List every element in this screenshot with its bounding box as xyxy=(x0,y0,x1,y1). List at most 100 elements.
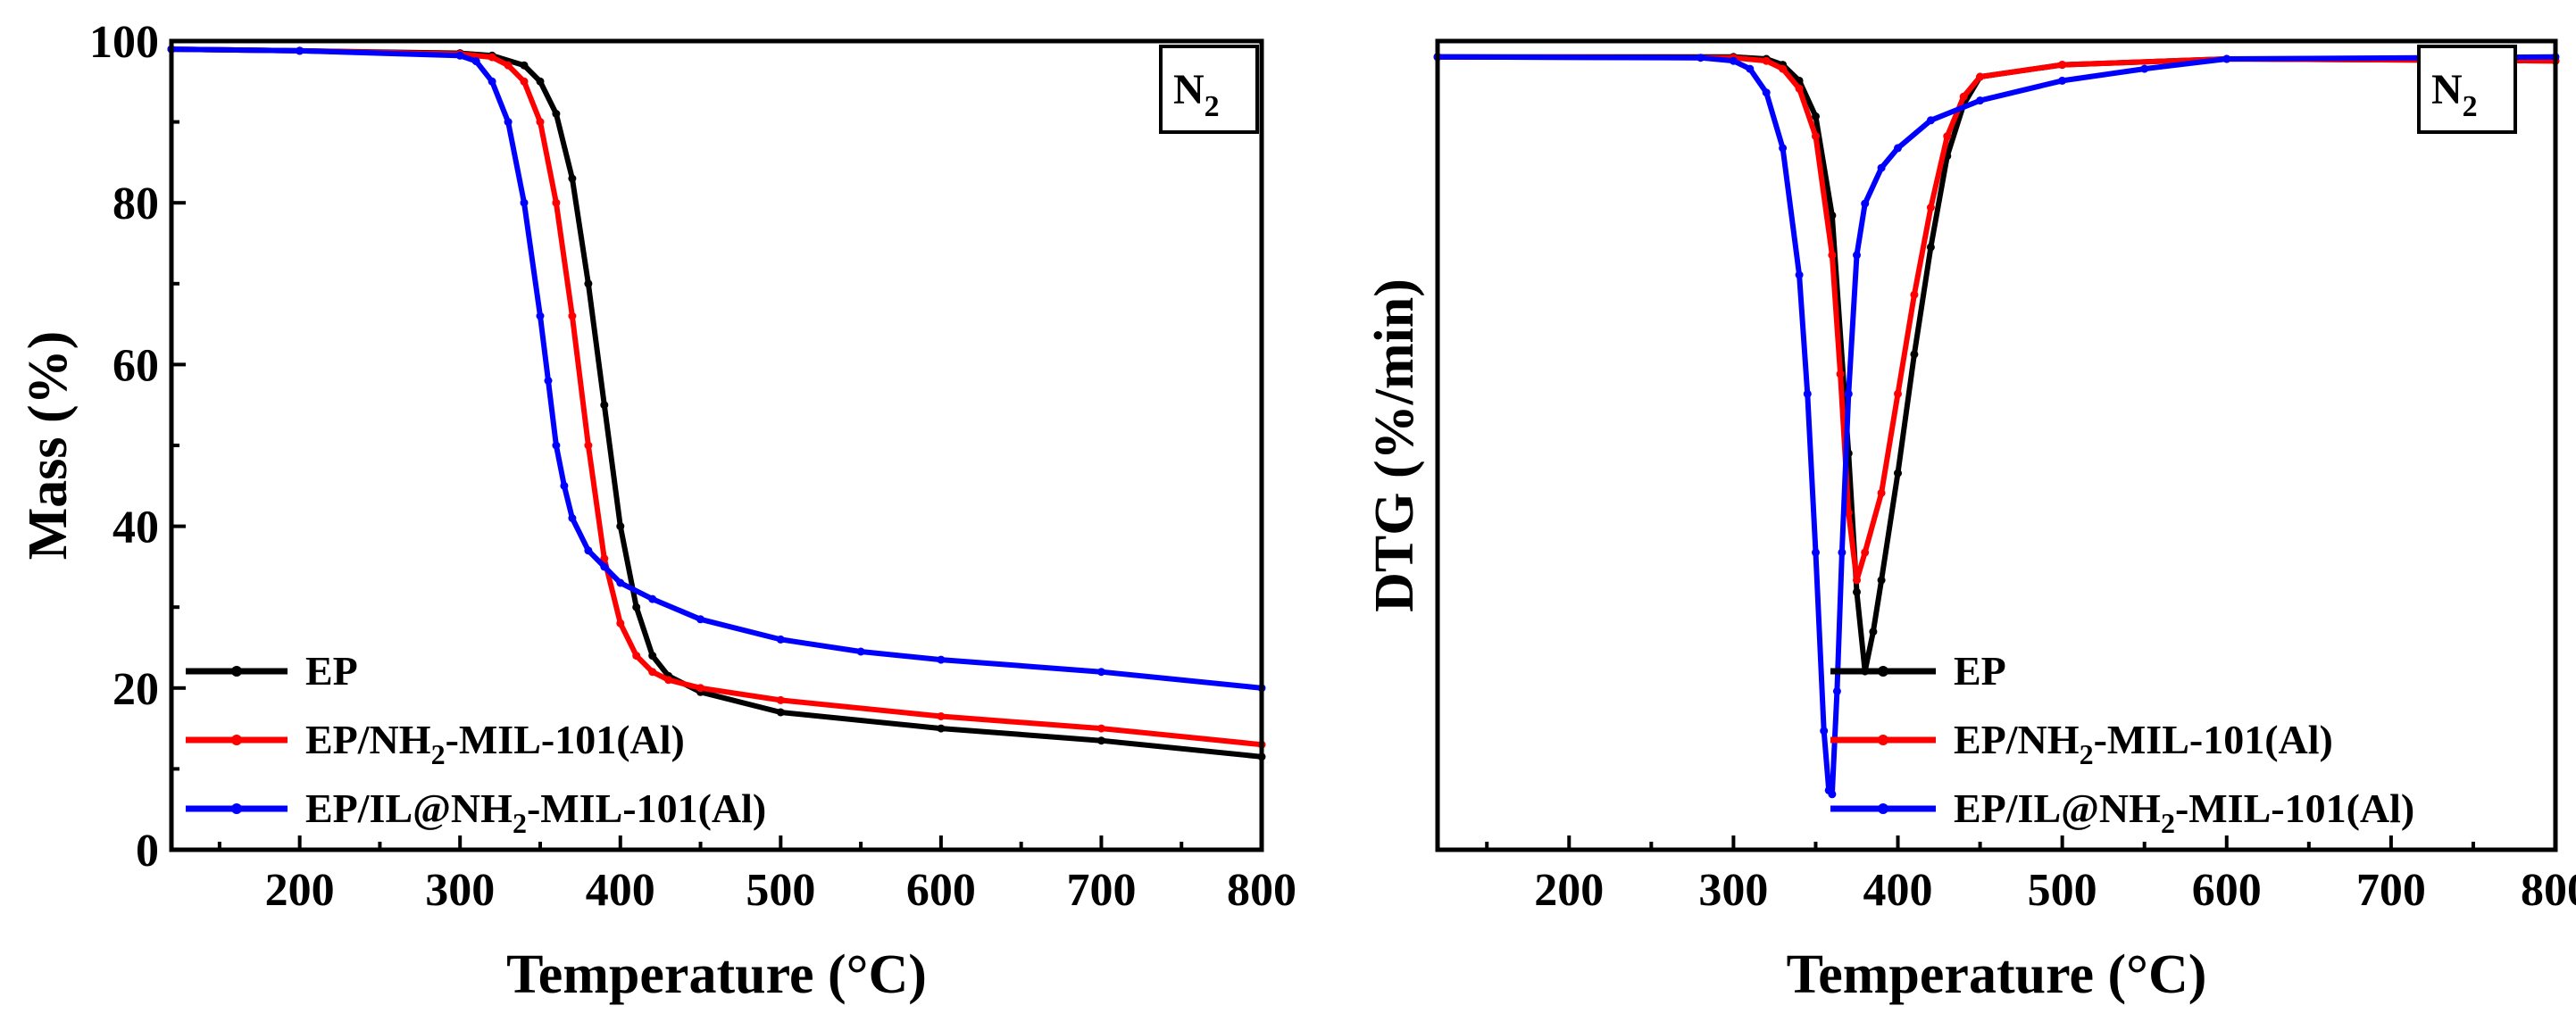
tga-legend-marker-1 xyxy=(231,735,242,745)
tga-series-1-point-16 xyxy=(776,695,785,704)
tga-series-2-point-12 xyxy=(584,546,593,555)
tga-series-1-point-3 xyxy=(488,53,496,62)
dtg-series-1-point-3 xyxy=(1779,64,1788,73)
dtg-series-2-point-1 xyxy=(1696,54,1705,62)
dtg-series-0-point-5 xyxy=(1812,112,1820,121)
tga-series-0-point-8 xyxy=(584,279,593,288)
tga-x-tick-label: 500 xyxy=(746,865,815,916)
tga-series-1-point-14 xyxy=(664,676,673,685)
tga-series-1-point-4 xyxy=(504,61,513,70)
dtg-series-0-point-6 xyxy=(1828,211,1837,220)
tga-series-2-point-17 xyxy=(776,635,785,644)
tga-x-tick-label: 400 xyxy=(586,865,655,916)
dtg-y-axis-title: DTG (%/min) xyxy=(1364,278,1425,612)
tga-series-0-point-6 xyxy=(552,110,561,118)
dtg-x-tick-label: 300 xyxy=(1698,865,1768,916)
tga-series-2-point-14 xyxy=(616,578,625,587)
tga-y-tick-label: 0 xyxy=(136,826,159,877)
dtg-x-tick-label: 700 xyxy=(2356,865,2426,916)
dtg-series-2-point-4 xyxy=(1762,88,1771,97)
tga-series-2-point-4 xyxy=(488,77,496,86)
dtg-series-2-point-21 xyxy=(2058,76,2067,85)
dtg-series-1-point-4 xyxy=(1795,84,1804,93)
tga-x-axis-title: Temperature (°C) xyxy=(506,944,927,1005)
tga-series-0-point-7 xyxy=(568,174,577,183)
tga-series-1-point-10 xyxy=(600,554,609,563)
tga-legend-label-0: EP xyxy=(305,648,358,694)
dtg-series-2-point-7 xyxy=(1803,389,1812,398)
tga-series-1-point-18 xyxy=(1096,724,1105,733)
dtg-series-2-point-2 xyxy=(1729,56,1738,65)
tga-y-tick-label: 60 xyxy=(113,340,159,391)
tga-series-1-point-12 xyxy=(632,652,641,661)
tga-series-0-point-17 xyxy=(1096,736,1105,745)
dtg-series-1-point-13 xyxy=(1910,290,1919,299)
dtg-series-2-point-15 xyxy=(1853,251,1861,260)
tga-series-0-point-4 xyxy=(520,61,529,70)
tga-series-1-point-13 xyxy=(648,668,657,677)
dtg-series-0-point-14 xyxy=(1926,243,1935,252)
tga-series-1-line xyxy=(171,46,1263,748)
dtg-series-0-point-8 xyxy=(1853,587,1861,596)
dtg-x-tick-label: 200 xyxy=(1534,865,1604,916)
dtg-series-2-point-16 xyxy=(1861,199,1870,208)
tga-series-0-point-12 xyxy=(648,652,657,661)
dtg-series-2-point-14 xyxy=(1844,389,1853,398)
dtg-legend-marker-0 xyxy=(1878,666,1888,677)
tga-atmosphere-box xyxy=(1159,45,1259,134)
tga-x-tick-label: 700 xyxy=(1066,865,1136,916)
dtg-series-1-point-10 xyxy=(1861,548,1870,557)
tga-series-0-point-15 xyxy=(776,708,785,717)
tga-series-2-point-18 xyxy=(856,647,865,656)
tga-series-2-point-1 xyxy=(296,46,304,55)
tga-atmosphere-label: N2 xyxy=(1173,66,1220,123)
dtg-series-2-point-18 xyxy=(1894,144,1902,153)
tga-series-1-point-7 xyxy=(552,198,561,207)
tga-series-2-point-19 xyxy=(937,655,946,664)
tga-series-1-point-8 xyxy=(568,312,577,320)
dtg-series-2-point-6 xyxy=(1795,270,1804,279)
tga-series-2-point-13 xyxy=(600,562,609,571)
tga-series-0-point-10 xyxy=(616,522,625,531)
dtg-series-2-point-22 xyxy=(2140,64,2149,73)
tga-series-2-point-16 xyxy=(696,615,704,624)
tga-x-tick-label: 300 xyxy=(425,865,495,916)
tga-series-2-point-3 xyxy=(471,57,480,66)
dtg-atmosphere-label: N2 xyxy=(2431,66,2478,123)
dtg-series-1-point-17 xyxy=(1976,72,1985,81)
dtg-series-1-point-7 xyxy=(1836,370,1845,378)
dtg-series-1-point-5 xyxy=(1812,132,1820,141)
dtg-series-1-point-18 xyxy=(2058,61,2067,70)
dtg-series-1-point-15 xyxy=(1943,132,1952,141)
dtg-series-0-point-12 xyxy=(1894,469,1902,478)
tga-series-1-point-15 xyxy=(696,684,704,693)
tga-x-tick-label: 600 xyxy=(906,865,976,916)
dtg-series-0-line xyxy=(1438,54,2556,675)
tga-series-2-point-20 xyxy=(1096,668,1105,677)
dtg-series-2-point-19 xyxy=(1926,116,1935,125)
dtg-legend-label-0: EP xyxy=(1954,648,2006,694)
tga-y-tick-label: 40 xyxy=(113,503,159,553)
dtg-series-2-point-5 xyxy=(1779,144,1788,153)
dtg-series-1-line xyxy=(1437,54,2556,583)
dtg-series-2-point-3 xyxy=(1746,64,1755,73)
tga-series-0-point-16 xyxy=(937,724,946,733)
tga-series-0-point-5 xyxy=(536,77,545,86)
tga-series-1-point-5 xyxy=(520,77,529,86)
dtg-x-tick-label: 500 xyxy=(2028,865,2097,916)
dtg-axes-frame xyxy=(1435,38,2558,852)
dtg-series-1-point-2 xyxy=(1762,56,1771,65)
dtg-series-0-point-10 xyxy=(1869,628,1878,636)
dtg-x-tick-label: 600 xyxy=(2192,865,2262,916)
tga-legend-marker-2 xyxy=(231,803,242,814)
tga-series-2-point-8 xyxy=(544,377,553,385)
dtg-legend-marker-1 xyxy=(1878,735,1888,745)
tga-series-2-point-7 xyxy=(536,312,545,320)
tga-y-tick-label: 20 xyxy=(113,664,159,715)
tga-series-0-point-11 xyxy=(632,603,641,611)
tga-legend-label-1: EP/NH2-MIL-101(Al) xyxy=(305,717,685,770)
tga-series-1-point-9 xyxy=(584,441,593,450)
tga-y-tick-label: 80 xyxy=(113,179,159,229)
tga-panel: 200 300 400 500 600 700 800 0 20 40 60 80 100 Tempera… xyxy=(18,17,1296,1005)
